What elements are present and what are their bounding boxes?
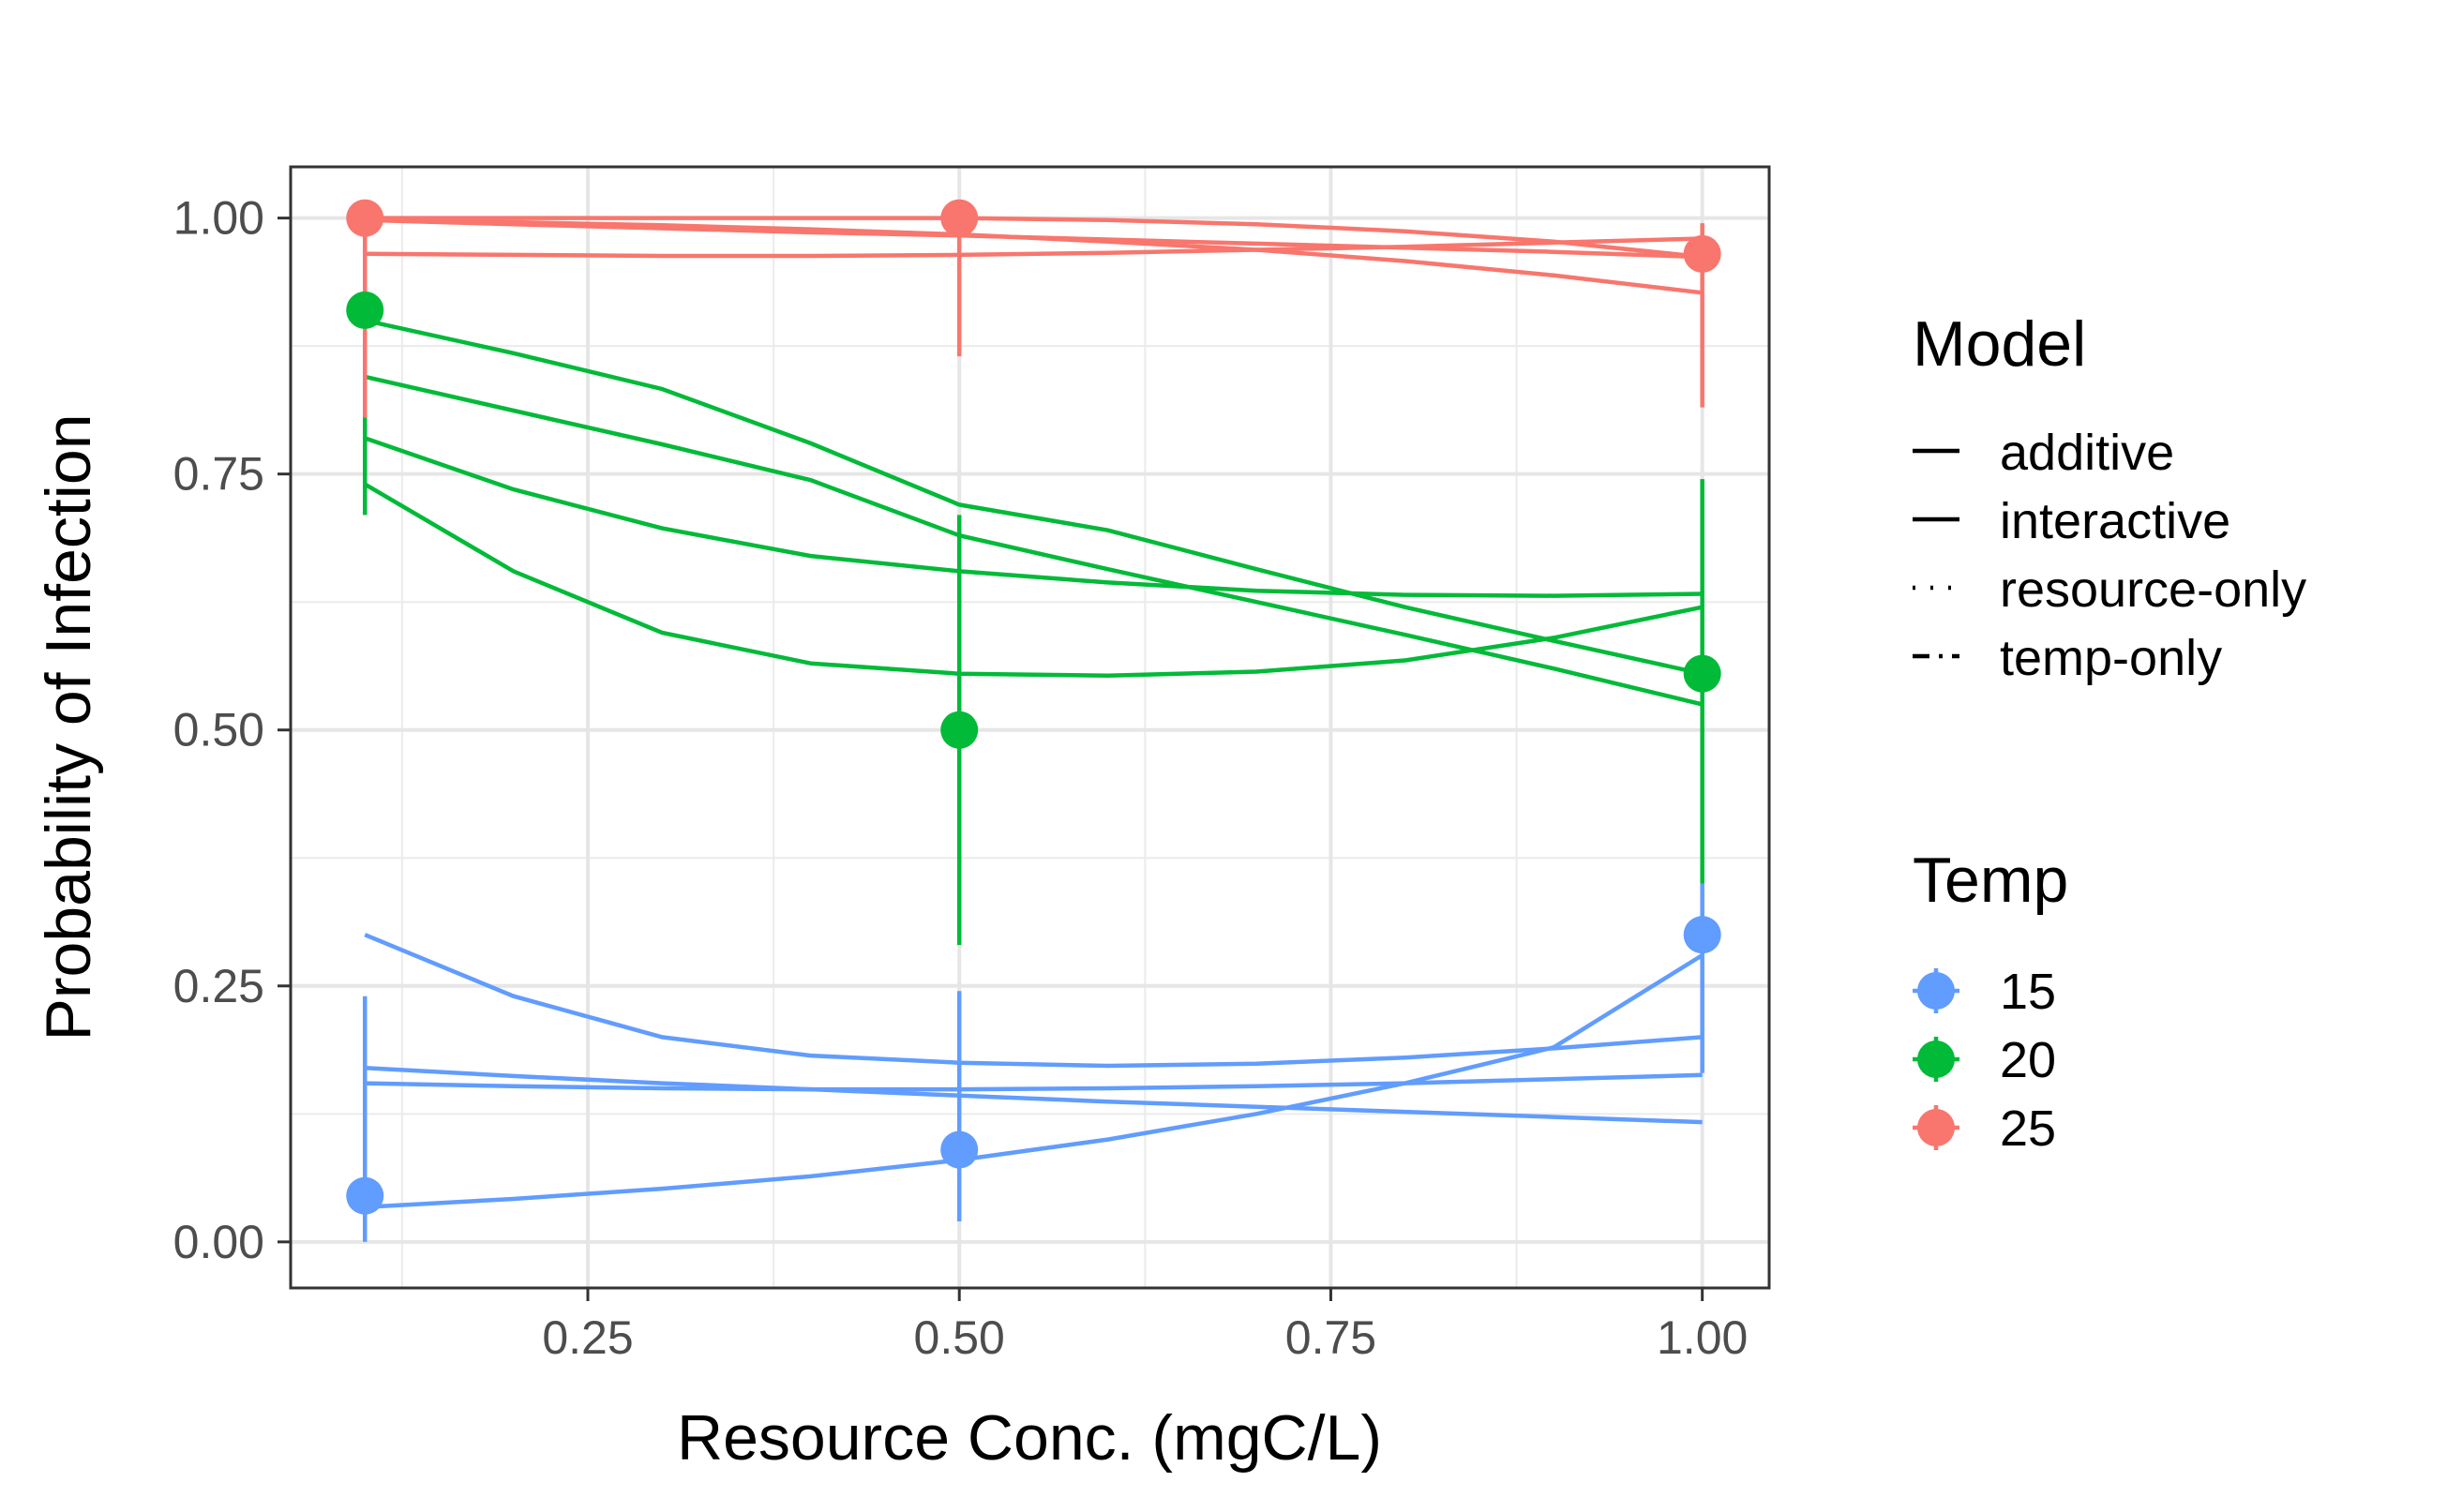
data-point-25	[1683, 234, 1721, 273]
x-axis-title: Resource Conc. (mgC/L)	[677, 1402, 1382, 1474]
data-point-15	[940, 1130, 979, 1169]
legend-label-resource-only: resource-only	[2000, 561, 2306, 618]
y-axis-title: Probability of Infection	[33, 413, 104, 1040]
data-point-20	[346, 291, 384, 329]
y-tick-label: 0.75	[173, 448, 264, 501]
data-point-15	[1683, 916, 1721, 954]
x-tick-label: 0.75	[1285, 1311, 1376, 1364]
legend-key-point-20	[1917, 1040, 1955, 1078]
legend-key-point-15	[1917, 972, 1955, 1010]
model-line-interactive-25	[365, 216, 1703, 260]
model-line-resource-only-15	[364, 933, 1703, 1069]
legend-label-additive: additive	[2000, 425, 2174, 481]
model-line-temp-only-20	[364, 318, 1704, 676]
model-line-interactive-15	[365, 953, 1704, 1209]
plot-panel	[291, 167, 1769, 1288]
model-line-additive-20	[364, 436, 1703, 598]
minor-gridlines	[291, 167, 1769, 1288]
observed-points	[346, 199, 1721, 1215]
model-line-resource-only-20	[364, 482, 1704, 679]
data-point-25	[346, 199, 384, 237]
plot-border	[289, 165, 1771, 1290]
legend-label-20: 20	[2000, 1032, 2056, 1088]
legend: Model additive interactive resource-only tem…	[1913, 308, 2306, 1157]
model-line-additive-15	[365, 1072, 1703, 1092]
model-line-temp-only-15	[365, 1065, 1703, 1125]
legend-title-model: Model	[1913, 308, 2086, 380]
y-tick-label: 1.00	[173, 192, 264, 245]
legend-title-temp: Temp	[1913, 845, 2068, 916]
x-axis-ticks: 0.25 0.50 0.75 1.00	[542, 1288, 1748, 1364]
legend-label-15: 15	[2000, 964, 2056, 1020]
data-point-20	[1683, 654, 1721, 693]
model-line-temp-only-25	[365, 217, 1703, 295]
y-axis-ticks: 0.00 0.25 0.50 0.75 1.00	[173, 192, 291, 1268]
legend-key-point-25	[1917, 1109, 1955, 1146]
model-lines	[364, 216, 1704, 1209]
data-point-25	[940, 199, 979, 237]
y-tick-label: 0.50	[173, 704, 264, 756]
x-tick-label: 0.25	[542, 1311, 633, 1364]
legend-label-temp-only: temp-only	[2000, 630, 2222, 686]
y-tick-label: 0.25	[173, 960, 264, 1012]
y-tick-label: 0.00	[173, 1216, 264, 1268]
legend-label-interactive: interactive	[2000, 493, 2230, 549]
data-point-20	[940, 711, 979, 749]
model-line-interactive-20	[364, 374, 1704, 707]
x-tick-label: 1.00	[1657, 1311, 1748, 1364]
legend-label-25: 25	[2000, 1100, 2056, 1157]
data-point-15	[346, 1176, 384, 1215]
x-tick-label: 0.50	[914, 1311, 1005, 1364]
model-line-resource-only-25	[365, 236, 1703, 259]
